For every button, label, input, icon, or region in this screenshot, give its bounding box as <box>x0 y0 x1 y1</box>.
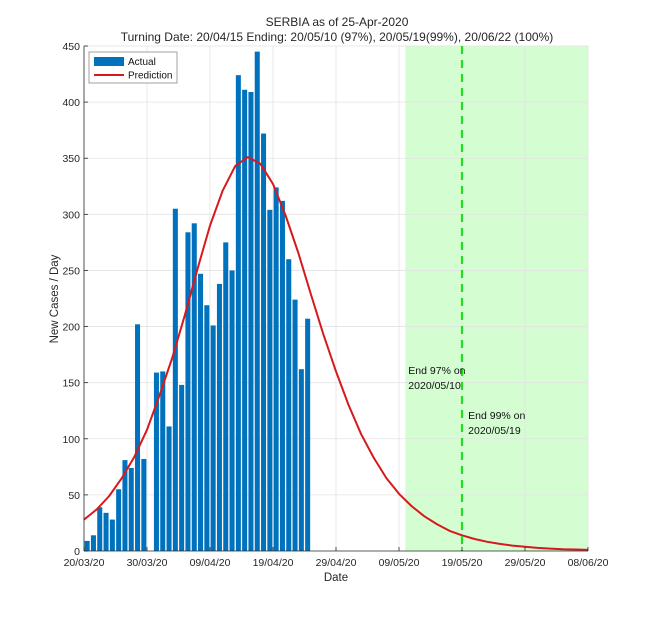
bar-actual <box>97 507 103 551</box>
bar-actual <box>254 51 260 551</box>
bar-actual <box>103 512 109 551</box>
bar-actual <box>109 519 115 551</box>
bar-actual <box>135 324 141 551</box>
y-tick-label: 450 <box>62 41 80 53</box>
bar-actual <box>216 283 222 551</box>
bar-actual <box>292 299 298 551</box>
legend: Actual Prediction <box>88 51 178 84</box>
bar-actual <box>204 305 210 551</box>
annotation-text: 2020/05/10 <box>408 380 461 392</box>
y-tick-label: 200 <box>62 322 80 334</box>
bar-actual <box>153 372 159 551</box>
bar-actual <box>273 187 279 551</box>
legend-swatch-actual <box>94 57 124 66</box>
bar-actual <box>116 489 122 551</box>
y-tick-label: 300 <box>62 209 80 221</box>
x-tick-label: 30/03/20 <box>127 557 168 569</box>
x-tick-label: 09/04/20 <box>190 557 231 569</box>
bar-actual <box>172 208 178 551</box>
x-tick-label: 08/06/20 <box>568 557 609 569</box>
bar-actual <box>305 318 311 551</box>
bar-actual <box>90 535 96 551</box>
bar-actual <box>210 325 216 551</box>
bar-actual <box>179 384 185 551</box>
x-tick-label: 29/05/20 <box>505 557 546 569</box>
bar-actual <box>242 89 248 552</box>
bar-actual <box>229 270 235 551</box>
y-tick-label: 350 <box>62 153 80 165</box>
bar-actual <box>160 371 166 551</box>
bar-actual <box>185 232 191 552</box>
bar-actual <box>198 273 204 551</box>
y-tick-label: 400 <box>62 97 80 109</box>
bar-actual <box>191 223 197 552</box>
bar-actual <box>122 460 128 551</box>
bar-actual <box>166 426 172 551</box>
bar-actual <box>298 369 304 551</box>
x-tick-label: 20/03/20 <box>64 557 105 569</box>
y-tick-label: 250 <box>62 265 80 277</box>
y-axis-label: New Cases / Day <box>49 254 61 343</box>
bar-actual <box>141 458 147 551</box>
annotation-text: 2020/05/19 <box>468 425 521 437</box>
y-tick-label: 0 <box>74 546 80 558</box>
bar-actual <box>235 75 241 551</box>
prediction-line <box>83 156 589 551</box>
x-axis-label: Date <box>324 572 348 584</box>
bar-actual <box>223 242 229 551</box>
bar-actual <box>84 540 90 551</box>
annotation-text: End 97% on <box>408 365 465 377</box>
bar-actual <box>267 209 273 551</box>
chart-subtitle: Turning Date: 20/04/15 Ending: 20/05/10 … <box>121 30 554 44</box>
legend-label-prediction: Prediction <box>128 71 172 82</box>
bar-actual <box>286 259 292 551</box>
bar-actual <box>248 92 254 551</box>
legend-label-actual: Actual <box>128 57 156 68</box>
y-tick-label: 50 <box>68 490 80 502</box>
bar-actual <box>261 133 267 552</box>
y-tick-label: 100 <box>62 434 80 446</box>
x-tick-label: 19/04/20 <box>253 557 294 569</box>
bar-actual <box>128 467 134 551</box>
x-tick-label: 29/04/20 <box>316 557 357 569</box>
x-tick-label: 19/05/20 <box>442 557 483 569</box>
x-tick-label: 09/05/20 <box>379 557 420 569</box>
ending-period-region <box>405 46 588 551</box>
y-tick-label: 150 <box>62 378 80 390</box>
annotation-text: End 99% on <box>468 410 525 422</box>
chart-title: SERBIA as of 25-Apr-2020 <box>266 15 409 29</box>
bar-actual <box>279 200 285 551</box>
